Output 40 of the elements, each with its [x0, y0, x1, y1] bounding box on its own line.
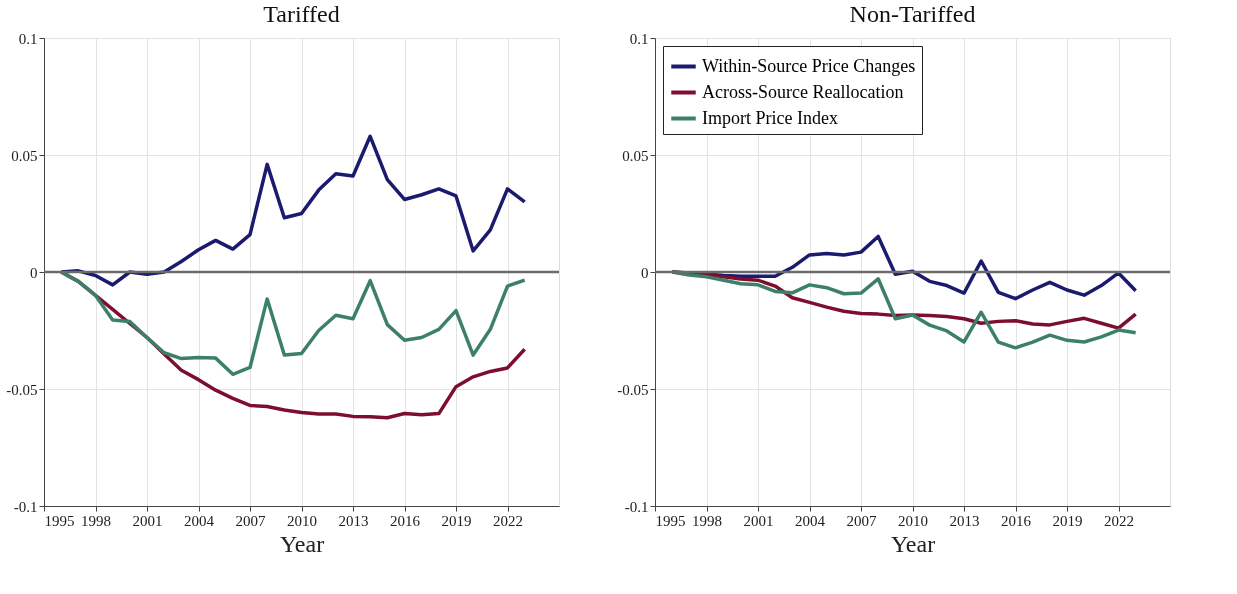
line-series [59, 134, 527, 287]
y-tick-label: 0.1 [629, 30, 649, 47]
x-tick-label: 2001 [132, 512, 163, 529]
x-axis-title: Year [279, 530, 325, 557]
chart-title: Non-Tariffed [849, 1, 976, 27]
chart-title: Tariffed [263, 1, 340, 27]
y-tick-label: 0.05 [11, 147, 38, 164]
x-tick-label: 2016 [1001, 512, 1032, 529]
x-axis-title: Year [890, 530, 936, 557]
x-tick-label: 2010 [898, 512, 928, 529]
legend-label: Across-Source Reallocation [702, 81, 904, 102]
y-tick-label: -0.05 [617, 381, 649, 398]
line-series [59, 270, 527, 377]
x-tick-label: 2013 [338, 512, 369, 529]
x-tick-label: 2004 [795, 512, 826, 529]
x-tick-label: 2004 [184, 512, 215, 529]
x-tick-label: 1998 [692, 512, 722, 529]
y-tick-label: 0.05 [622, 147, 649, 164]
x-tick-label: 2013 [949, 512, 980, 529]
x-tick-label: 2010 [287, 512, 317, 529]
x-tick-label: 1998 [81, 512, 111, 529]
x-tick-label: 2019 [1052, 512, 1083, 529]
y-tick-label: 0 [30, 264, 38, 281]
x-tick-label: 1995 [655, 512, 686, 529]
line-series [670, 270, 1138, 350]
x-tick-label: 1995 [44, 512, 75, 529]
legend-label: Within-Source Price Changes [702, 55, 916, 76]
x-tick-label: 2007 [235, 512, 266, 529]
x-tick-label: 2016 [390, 512, 421, 529]
x-tick-label: 2022 [1104, 512, 1134, 529]
y-tick-label: 0 [641, 264, 649, 281]
y-tick-label: -0.1 [624, 498, 649, 515]
y-tick-label: -0.05 [6, 381, 38, 398]
x-tick-label: 2001 [743, 512, 774, 529]
x-tick-label: 2019 [441, 512, 472, 529]
x-tick-label: 2022 [493, 512, 523, 529]
y-tick-label: 0.1 [18, 30, 38, 47]
y-tick-label: -0.1 [13, 498, 38, 515]
legend-label: Import Price Index [702, 107, 838, 128]
x-tick-label: 2007 [846, 512, 877, 529]
